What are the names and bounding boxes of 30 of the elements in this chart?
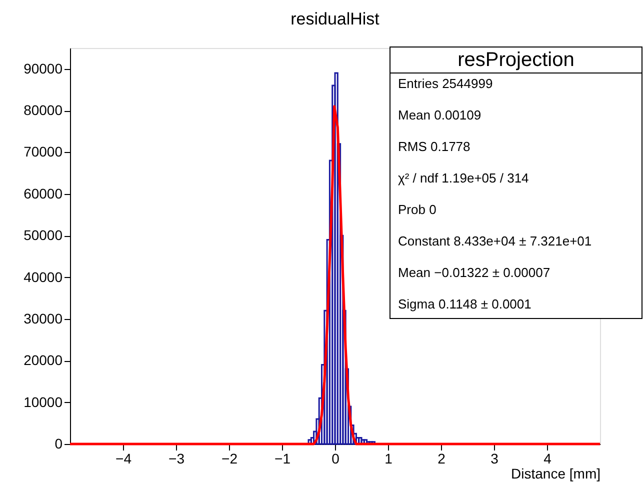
x-tick-label: 1 bbox=[384, 450, 393, 466]
x-tick-label: 2 bbox=[438, 450, 446, 466]
x-tick-label: 0 bbox=[332, 450, 340, 466]
chart-title: residualHist bbox=[290, 10, 380, 28]
y-tick-label: 90000 bbox=[24, 60, 63, 76]
y-tick-label: 80000 bbox=[24, 102, 63, 118]
x-axis-title: Distance [mm] bbox=[511, 466, 600, 482]
y-tick-label: 30000 bbox=[24, 310, 63, 326]
annotation: RMS 0.1778 bbox=[398, 139, 470, 154]
annotation: Constant 8.433e+04 ± 7.321e+01 bbox=[398, 234, 592, 248]
annotation: Mean −0.01322 ± 0.00007 bbox=[398, 265, 550, 280]
annotation: Prob 0 bbox=[398, 202, 436, 217]
y-tick-label: 50000 bbox=[24, 227, 63, 244]
annotation: Entries 2544999 bbox=[398, 76, 493, 91]
y-tick-label: 70000 bbox=[24, 144, 63, 160]
x-tick-label: −4 bbox=[116, 450, 132, 466]
y-tick-label: 10000 bbox=[24, 394, 63, 410]
x-tick-label: 3 bbox=[490, 450, 499, 466]
x-tick-label: 4 bbox=[544, 450, 552, 466]
x-tick-label: −2 bbox=[222, 450, 238, 466]
annotation: χ² / ndf 1.19e+05 / 314 bbox=[398, 170, 529, 186]
y-tick-label: 60000 bbox=[24, 185, 63, 202]
annotation: Mean 0.00109 bbox=[398, 108, 482, 122]
x-tick-label: −3 bbox=[168, 450, 185, 466]
annotation: resProjection bbox=[458, 49, 574, 71]
y-tick-label: 40000 bbox=[24, 268, 63, 285]
y-tick-label: 0 bbox=[54, 436, 63, 452]
annotation: Sigma 0.1148 ± 0.0001 bbox=[398, 296, 532, 312]
x-tick-label: −1 bbox=[274, 450, 291, 466]
y-tick-label: 20000 bbox=[24, 352, 63, 368]
